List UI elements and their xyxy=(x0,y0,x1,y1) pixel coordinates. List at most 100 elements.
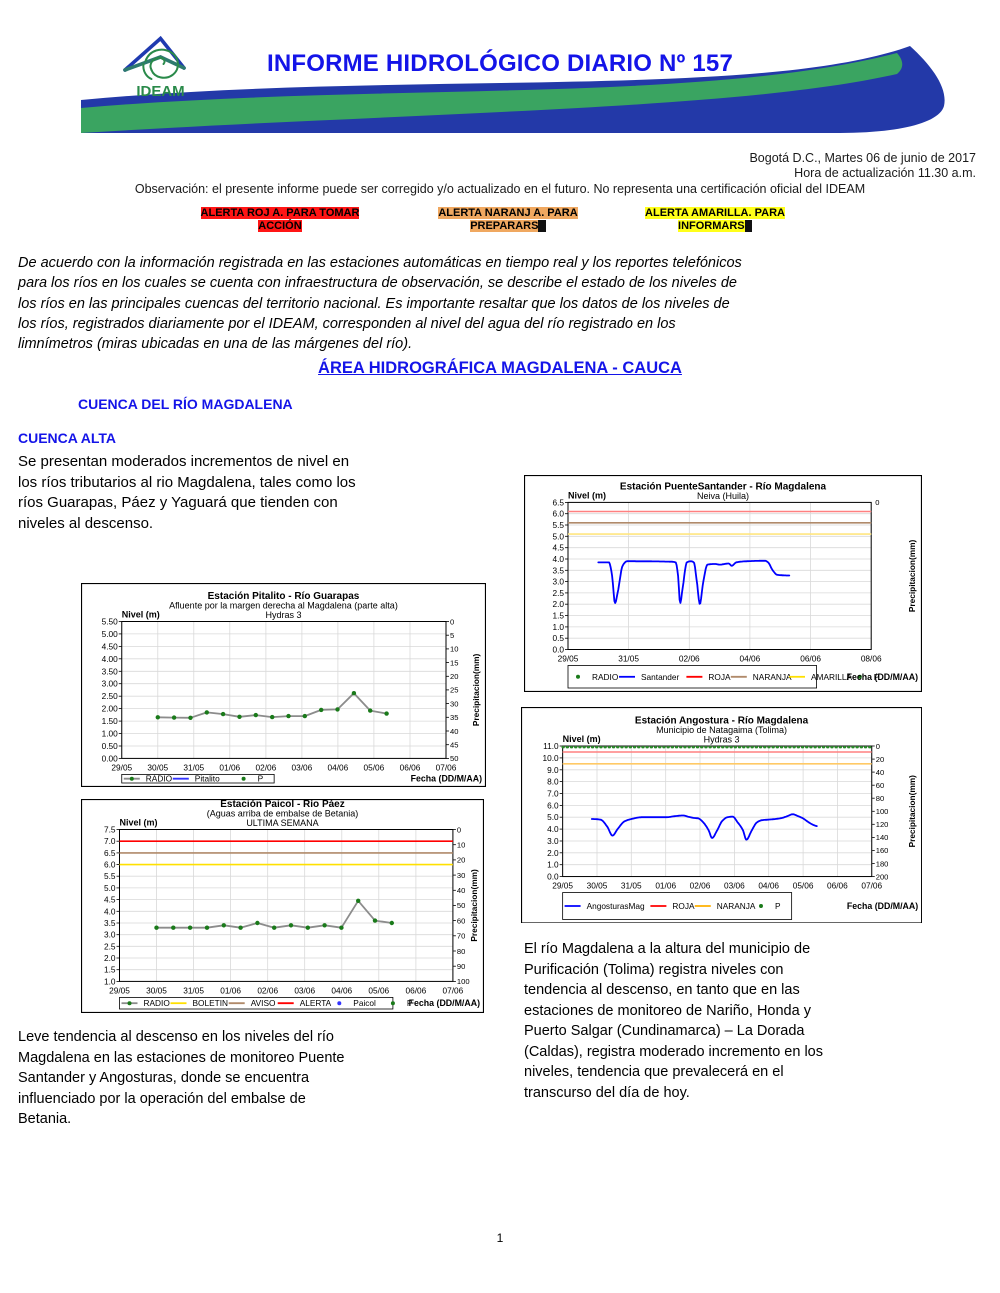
svg-text:40: 40 xyxy=(450,727,458,736)
svg-text:05/06: 05/06 xyxy=(793,880,814,890)
svg-text:RADIO: RADIO xyxy=(592,672,619,682)
svg-text:RADIO: RADIO xyxy=(146,774,173,784)
svg-text:0: 0 xyxy=(450,617,454,626)
svg-text:9.0: 9.0 xyxy=(547,765,559,775)
svg-text:Precipitacion(mm): Precipitacion(mm) xyxy=(471,654,481,727)
svg-text:Nivel (m): Nivel (m) xyxy=(122,610,160,620)
svg-text:20: 20 xyxy=(876,755,884,764)
svg-text:02/06: 02/06 xyxy=(257,985,278,995)
svg-text:2.00: 2.00 xyxy=(102,704,119,714)
svg-text:6.0: 6.0 xyxy=(547,800,559,810)
svg-text:06/06: 06/06 xyxy=(800,654,821,664)
svg-text:5.50: 5.50 xyxy=(102,617,119,627)
svg-text:45: 45 xyxy=(450,741,458,750)
svg-text:29/05: 29/05 xyxy=(552,880,573,890)
svg-text:29/05: 29/05 xyxy=(111,762,132,772)
svg-text:ULTIMA SEMANA: ULTIMA SEMANA xyxy=(246,818,318,828)
svg-text:04/06: 04/06 xyxy=(331,985,352,995)
svg-text:03/06: 03/06 xyxy=(292,762,313,772)
svg-text:5.00: 5.00 xyxy=(102,629,119,639)
svg-text:04/06: 04/06 xyxy=(328,762,349,772)
svg-text:1.0: 1.0 xyxy=(547,859,559,869)
svg-text:NARANJA: NARANJA xyxy=(753,672,792,682)
svg-text:4.5: 4.5 xyxy=(104,895,116,905)
svg-text:180: 180 xyxy=(876,859,889,868)
svg-text:31/05: 31/05 xyxy=(183,762,204,772)
svg-text:2.50: 2.50 xyxy=(102,691,119,701)
svg-text:2.0: 2.0 xyxy=(547,848,559,858)
svg-text:03/06: 03/06 xyxy=(294,985,315,995)
svg-text:Precipitacion(mm): Precipitacion(mm) xyxy=(907,775,917,847)
svg-text:3.0: 3.0 xyxy=(104,930,116,940)
svg-text:0.50: 0.50 xyxy=(102,741,119,751)
svg-text:Neiva (Huila): Neiva (Huila) xyxy=(697,491,749,501)
svg-text:2.5: 2.5 xyxy=(552,588,564,598)
svg-text:4.00: 4.00 xyxy=(102,654,119,664)
svg-text:60: 60 xyxy=(876,781,884,790)
svg-text:35: 35 xyxy=(450,713,458,722)
svg-text:4.50: 4.50 xyxy=(102,641,119,651)
svg-text:30: 30 xyxy=(450,699,458,708)
svg-text:3.5: 3.5 xyxy=(104,918,116,928)
svg-text:(Aguas arriba de embalse de Be: (Aguas arriba de embalse de Betania) xyxy=(207,809,359,819)
svg-text:1.50: 1.50 xyxy=(102,716,119,726)
svg-text:02/06: 02/06 xyxy=(690,880,711,890)
svg-text:1.0: 1.0 xyxy=(552,622,564,632)
svg-text:5.5: 5.5 xyxy=(104,871,116,881)
svg-text:4.0: 4.0 xyxy=(104,906,116,916)
svg-text:30/05: 30/05 xyxy=(587,880,608,890)
svg-text:80: 80 xyxy=(457,947,465,956)
svg-text:40: 40 xyxy=(457,886,465,895)
svg-text:50: 50 xyxy=(457,901,465,910)
svg-text:03/06: 03/06 xyxy=(724,880,745,890)
svg-text:ROJA: ROJA xyxy=(673,901,696,911)
svg-text:100: 100 xyxy=(876,807,889,816)
svg-text:Hydras 3: Hydras 3 xyxy=(265,610,301,620)
svg-text:02/06: 02/06 xyxy=(256,762,277,772)
svg-text:Precipitacion(mm): Precipitacion(mm) xyxy=(469,869,479,942)
svg-text:01/06: 01/06 xyxy=(219,762,240,772)
svg-text:0: 0 xyxy=(875,498,879,507)
svg-text:05/06: 05/06 xyxy=(364,762,385,772)
svg-text:Hydras 3: Hydras 3 xyxy=(704,734,740,744)
svg-text:2.5: 2.5 xyxy=(104,941,116,951)
svg-text:P: P xyxy=(775,901,781,911)
svg-text:1.5: 1.5 xyxy=(552,611,564,621)
svg-text:Precipitacion(mm): Precipitacion(mm) xyxy=(907,540,917,613)
svg-text:5: 5 xyxy=(450,631,454,640)
svg-text:3.50: 3.50 xyxy=(102,666,119,676)
svg-text:NARANJA: NARANJA xyxy=(717,901,756,911)
svg-text:P: P xyxy=(258,774,264,784)
svg-text:7.0: 7.0 xyxy=(547,788,559,798)
svg-text:Nivel (m): Nivel (m) xyxy=(568,490,606,500)
svg-text:BOLETIN: BOLETIN xyxy=(193,998,229,1008)
svg-text:6.0: 6.0 xyxy=(104,860,116,870)
svg-text:07/06: 07/06 xyxy=(436,762,457,772)
svg-text:120: 120 xyxy=(876,820,889,829)
svg-text:5.0: 5.0 xyxy=(104,883,116,893)
svg-text:31/05: 31/05 xyxy=(183,985,204,995)
svg-text:Paicol: Paicol xyxy=(353,998,376,1008)
svg-text:04/06: 04/06 xyxy=(740,654,761,664)
svg-text:6.0: 6.0 xyxy=(552,509,564,519)
svg-text:5.0: 5.0 xyxy=(547,812,559,822)
svg-text:07/06: 07/06 xyxy=(443,985,464,995)
svg-text:06/06: 06/06 xyxy=(406,985,427,995)
svg-text:4.0: 4.0 xyxy=(547,824,559,834)
svg-text:31/05: 31/05 xyxy=(621,880,642,890)
svg-text:ROJA: ROJA xyxy=(708,672,731,682)
svg-text:1.5: 1.5 xyxy=(104,965,116,975)
svg-text:29/05: 29/05 xyxy=(558,654,579,664)
svg-text:Nivel (m): Nivel (m) xyxy=(563,734,601,744)
svg-text:04/06: 04/06 xyxy=(759,880,780,890)
svg-text:10: 10 xyxy=(457,841,465,850)
svg-text:40: 40 xyxy=(876,768,884,777)
svg-text:Fecha (DD/M/AA): Fecha (DD/M/AA) xyxy=(409,998,480,1008)
svg-text:Municipio de Natagaima (Tolima: Municipio de Natagaima (Tolima) xyxy=(656,725,787,735)
svg-text:0.5: 0.5 xyxy=(552,633,564,643)
svg-text:80: 80 xyxy=(876,794,884,803)
svg-text:2.0: 2.0 xyxy=(104,953,116,963)
svg-text:4.5: 4.5 xyxy=(552,543,564,553)
svg-text:IDEAM: IDEAM xyxy=(136,83,184,100)
svg-text:01/06: 01/06 xyxy=(656,880,677,890)
